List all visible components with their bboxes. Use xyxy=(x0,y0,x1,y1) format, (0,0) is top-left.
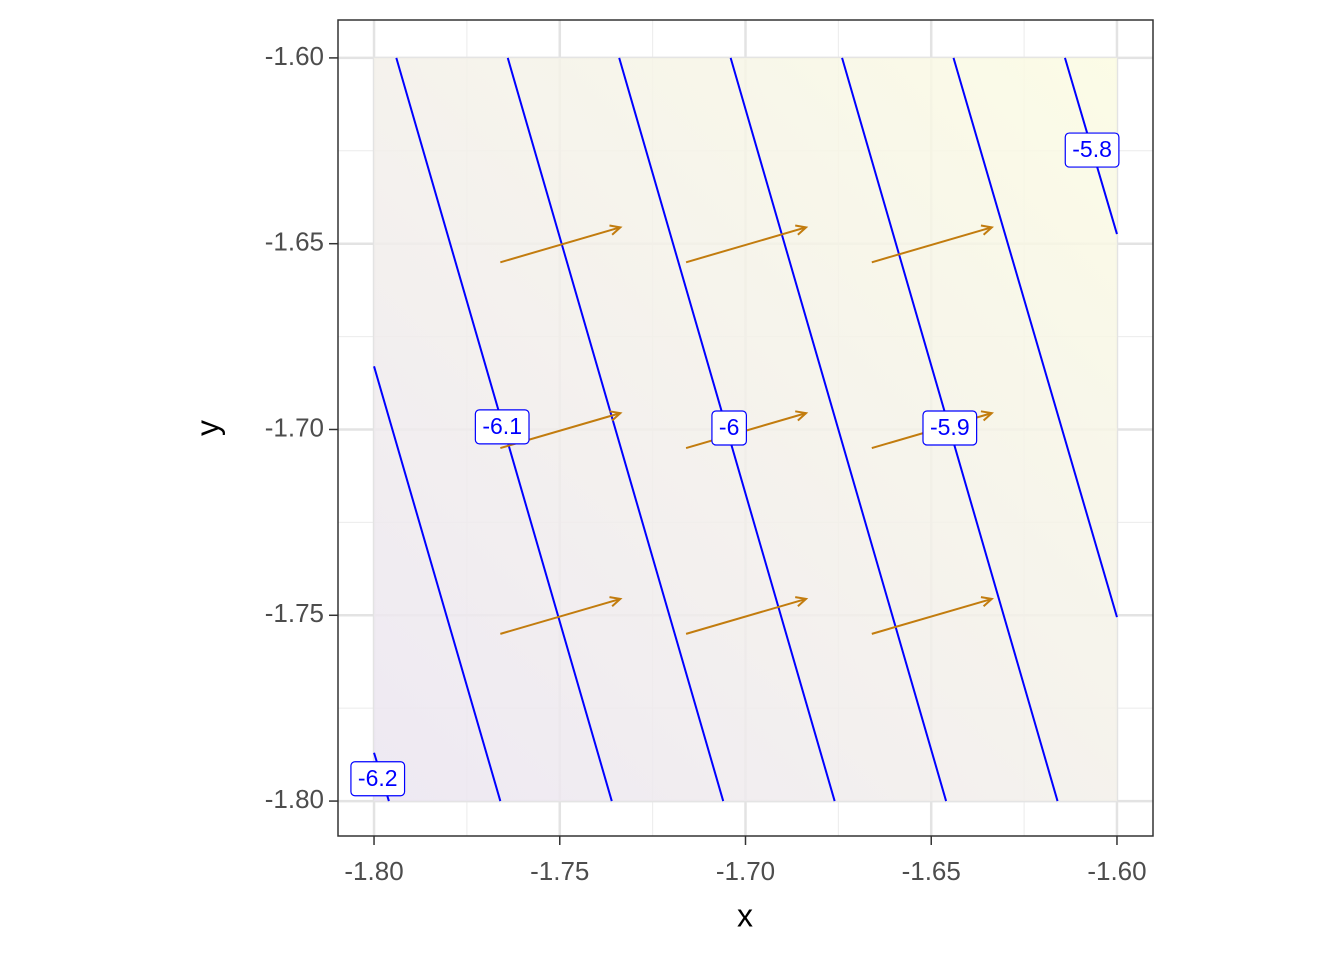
arrow-shaft xyxy=(685,597,807,635)
vector-arrow xyxy=(500,224,623,264)
contour-label-text: -5.8 xyxy=(1072,136,1112,162)
arrow-head xyxy=(795,596,809,608)
x-tick-label: -1.70 xyxy=(716,856,775,886)
contour-line xyxy=(373,366,502,802)
y-axis-title: y xyxy=(189,420,225,436)
arrow-head xyxy=(980,224,994,236)
arrow-head xyxy=(609,224,623,236)
x-tick-label: -1.60 xyxy=(1087,856,1146,886)
contour-label: -6.2 xyxy=(350,761,406,797)
vector-arrow xyxy=(685,224,809,264)
arrow-head xyxy=(609,596,623,608)
arrow-shaft xyxy=(871,597,993,635)
contour-label-box xyxy=(474,409,530,445)
arrow-shaft xyxy=(500,597,621,635)
x-tick-label: -1.80 xyxy=(344,856,403,886)
contour-label-box xyxy=(1064,132,1120,168)
contour-line xyxy=(506,57,725,802)
contour-label-text: -6.1 xyxy=(482,413,522,439)
contour-label-box xyxy=(711,410,747,446)
vector-arrow xyxy=(500,596,623,635)
arrow-shaft xyxy=(871,226,993,264)
x-tick-label: -1.75 xyxy=(530,856,589,886)
arrow-head xyxy=(795,224,809,236)
arrow-shaft xyxy=(685,226,807,264)
x-tick-label: -1.65 xyxy=(902,856,961,886)
vector-arrow xyxy=(871,224,994,264)
y-tick-label: -1.70 xyxy=(265,412,324,442)
arrow-head xyxy=(980,596,994,608)
contour-label-text: -6.2 xyxy=(358,765,398,791)
contour-line xyxy=(952,57,1118,618)
contour-label: -5.9 xyxy=(922,410,978,446)
arrow-shaft xyxy=(500,226,621,264)
y-tick-label: -1.80 xyxy=(265,784,324,814)
panel-border xyxy=(337,19,1154,837)
contour-label: -6 xyxy=(711,410,747,446)
arrow-head xyxy=(609,410,623,422)
contour-label-text: -6 xyxy=(719,414,739,440)
arrow-head xyxy=(980,410,994,422)
contour-label-box xyxy=(350,761,406,797)
contour-line xyxy=(729,57,948,802)
contour-label: -6.1 xyxy=(474,409,530,445)
arrow-head xyxy=(795,410,809,422)
vector-arrow xyxy=(871,596,994,635)
x-axis-title: x xyxy=(737,897,753,933)
contour-label: -5.8 xyxy=(1064,132,1120,168)
vector-arrow xyxy=(685,596,809,635)
y-tick-label: -1.65 xyxy=(265,227,324,257)
y-tick-label: -1.75 xyxy=(265,598,324,628)
contour-label-box xyxy=(922,410,978,446)
y-tick-label: -1.60 xyxy=(265,41,324,71)
contour-label-text: -5.9 xyxy=(930,414,970,440)
